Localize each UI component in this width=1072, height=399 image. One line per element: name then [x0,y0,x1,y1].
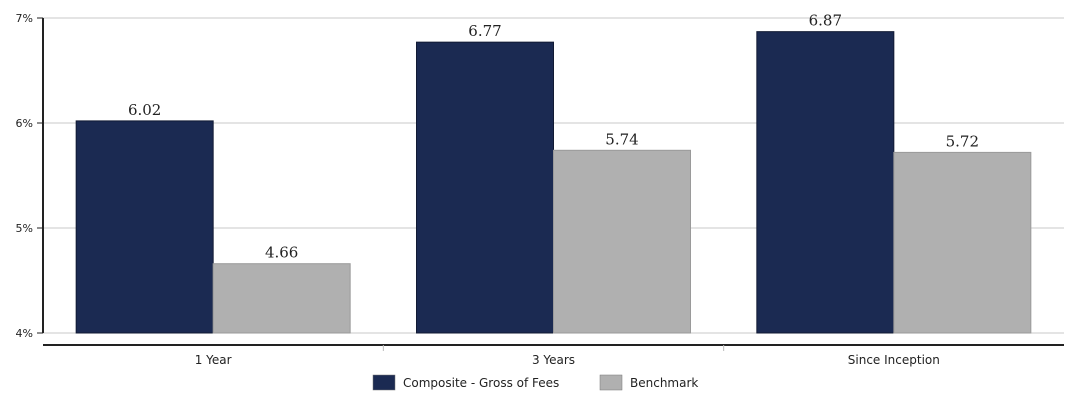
data-label: 6.77 [468,22,501,40]
x-tick-label: Since Inception [848,353,940,367]
data-label: 6.02 [128,101,161,119]
bar [416,41,554,334]
x-tick-label: 1 Year [195,353,232,367]
bar [893,151,1032,334]
data-label: 5.74 [605,130,638,148]
y-tick-label: 6% [16,117,33,130]
data-label: 4.66 [265,244,298,262]
y-tick-label: 4% [16,327,33,340]
bar [212,263,351,334]
legend-label: Benchmark [630,376,698,390]
data-labels-group: 6.02 4.66 6.77 5.74 6.87 5.72 [128,12,979,262]
legend-swatch [599,374,623,391]
legend-swatch [372,374,396,391]
axes-group: 4% 5% 6% 7% 1 Year 3 Years Since Inception [16,12,1064,367]
legend: Composite - Gross of Fees Benchmark [372,374,698,391]
data-label: 5.72 [946,132,979,150]
bar [756,31,895,334]
legend-label: Composite - Gross of Fees [403,376,559,390]
data-label: 6.87 [809,12,842,30]
x-tick-label: 3 Years [532,353,575,367]
bar [553,149,691,334]
bar [75,120,214,334]
y-tick-label: 5% [16,222,33,235]
y-tick-label: 7% [16,12,33,25]
bars-group [75,31,1032,334]
